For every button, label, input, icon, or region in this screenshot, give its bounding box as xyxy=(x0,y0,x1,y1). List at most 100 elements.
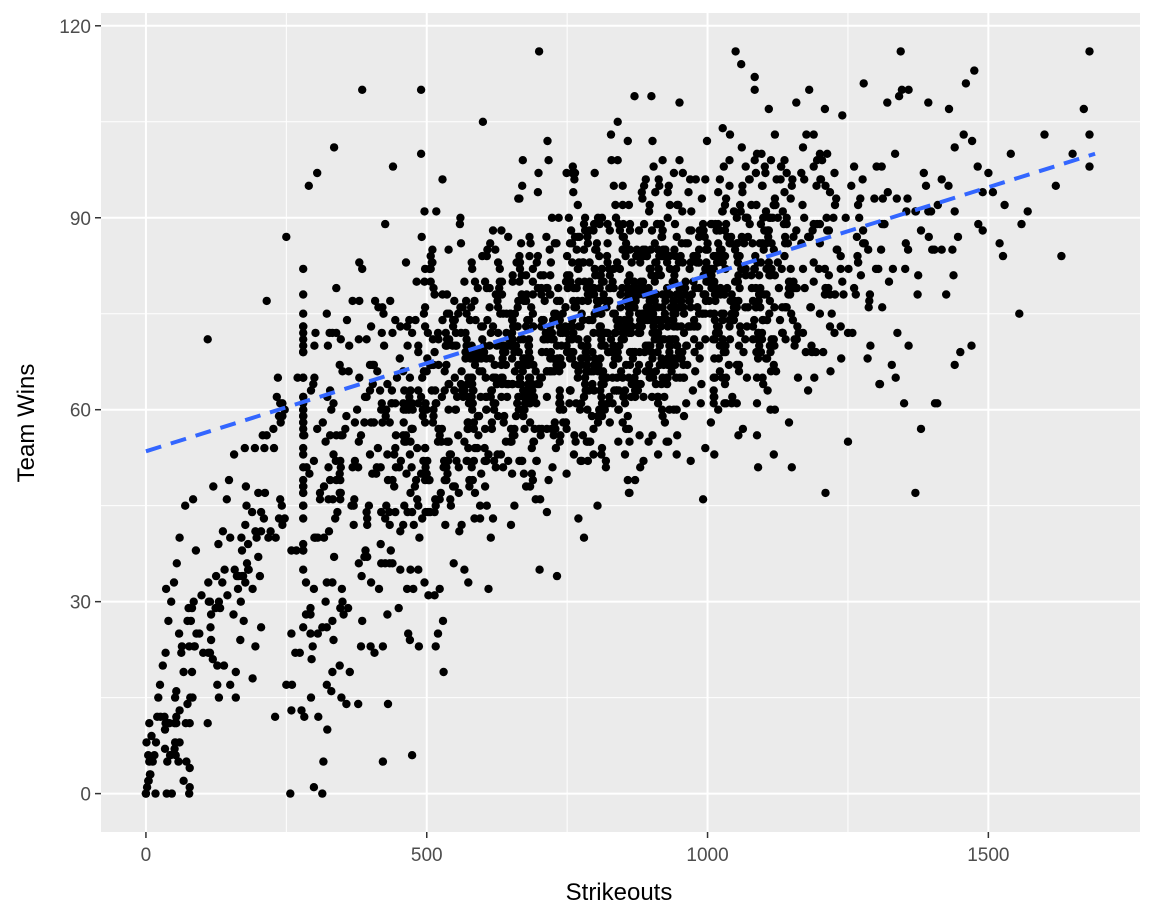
data-point xyxy=(1000,200,1009,210)
data-point xyxy=(299,623,308,632)
data-point xyxy=(933,200,942,210)
data-point xyxy=(421,463,430,472)
data-point xyxy=(781,335,790,344)
data-point xyxy=(558,309,567,318)
data-point xyxy=(579,245,589,254)
data-point xyxy=(172,559,181,568)
data-point xyxy=(800,213,809,222)
data-point xyxy=(665,264,675,274)
data-point xyxy=(839,290,848,299)
data-point xyxy=(319,533,329,542)
data-point xyxy=(519,386,528,395)
data-point xyxy=(579,533,589,542)
data-point xyxy=(767,239,776,248)
data-point xyxy=(383,450,392,459)
data-point xyxy=(206,635,216,645)
data-point xyxy=(390,450,399,459)
y-tick-label: 90 xyxy=(70,209,91,230)
data-point xyxy=(431,642,440,651)
data-point xyxy=(681,290,690,299)
data-point xyxy=(738,188,747,197)
data-point xyxy=(919,168,928,178)
data-point xyxy=(419,367,429,376)
data-point xyxy=(469,456,479,466)
data-point xyxy=(787,309,796,318)
data-point xyxy=(239,616,248,626)
data-point xyxy=(770,194,780,203)
data-point xyxy=(306,693,316,702)
data-point xyxy=(648,431,657,440)
data-point xyxy=(766,367,776,376)
data-point xyxy=(436,488,445,498)
data-point xyxy=(467,463,476,472)
data-point xyxy=(373,443,383,453)
data-point xyxy=(572,245,581,254)
data-point xyxy=(1023,207,1032,216)
data-point xyxy=(555,405,564,414)
data-point xyxy=(725,335,735,344)
data-point xyxy=(950,143,959,152)
data-point xyxy=(501,347,510,357)
data-point xyxy=(727,290,736,299)
data-point xyxy=(525,251,534,261)
data-point xyxy=(544,475,553,485)
data-point xyxy=(569,347,578,357)
data-point xyxy=(556,431,565,440)
data-point xyxy=(580,277,589,286)
data-point xyxy=(470,296,479,306)
data-point xyxy=(830,290,840,299)
data-point xyxy=(621,251,630,261)
data-point xyxy=(327,405,336,414)
data-point xyxy=(819,347,828,357)
data-point xyxy=(524,379,533,389)
data-point xyxy=(580,373,590,382)
data-point xyxy=(816,175,825,184)
data-point xyxy=(209,482,218,491)
data-point xyxy=(673,341,682,350)
data-point xyxy=(456,328,466,338)
data-point xyxy=(379,341,389,350)
data-point xyxy=(590,168,599,178)
data-point xyxy=(698,219,708,229)
data-point xyxy=(510,347,519,357)
data-point xyxy=(161,648,170,657)
data-point xyxy=(803,386,813,395)
data-point xyxy=(815,219,825,229)
data-point xyxy=(409,584,418,594)
data-point xyxy=(735,322,745,331)
data-point xyxy=(420,322,430,331)
data-point xyxy=(752,399,762,408)
data-point xyxy=(916,424,926,434)
data-point xyxy=(552,296,562,306)
data-point xyxy=(653,450,663,459)
data-point xyxy=(338,431,347,440)
data-point xyxy=(528,264,538,274)
data-point xyxy=(547,213,557,222)
data-point xyxy=(161,584,171,594)
data-point xyxy=(769,200,778,210)
data-point xyxy=(540,296,549,306)
data-point xyxy=(648,373,658,382)
data-point xyxy=(182,757,191,766)
data-point xyxy=(418,373,427,382)
data-point xyxy=(1057,251,1066,261)
data-point xyxy=(414,501,423,510)
data-point xyxy=(354,335,363,344)
data-point xyxy=(644,437,653,446)
x-tick-label: 0 xyxy=(141,845,152,866)
data-point xyxy=(299,463,308,472)
data-point xyxy=(901,264,910,274)
data-point xyxy=(307,655,316,664)
data-point xyxy=(858,239,868,248)
data-point xyxy=(669,168,679,178)
data-point xyxy=(793,373,803,382)
data-point xyxy=(853,251,862,261)
data-point xyxy=(805,85,814,95)
data-point xyxy=(444,405,453,414)
data-point xyxy=(335,469,344,478)
data-point xyxy=(480,456,489,466)
data-point xyxy=(413,495,422,504)
data-point xyxy=(497,226,506,235)
data-point xyxy=(684,322,694,331)
data-point xyxy=(456,379,466,389)
